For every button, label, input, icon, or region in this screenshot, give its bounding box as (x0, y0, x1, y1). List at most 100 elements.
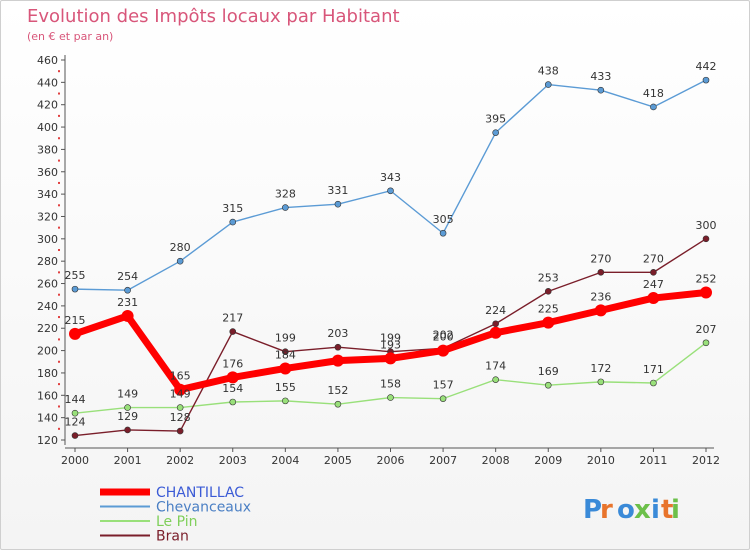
data-label: 174 (485, 360, 506, 373)
data-point (489, 326, 502, 339)
data-label: 154 (222, 382, 243, 395)
data-point (334, 343, 342, 351)
x-tick-label: 2010 (587, 454, 615, 467)
data-label: 152 (327, 384, 348, 397)
data-point (437, 344, 450, 357)
data-point (334, 400, 342, 408)
x-tick-label: 2007 (429, 454, 457, 467)
y-tick-label: 280 (37, 255, 58, 268)
y-tick-label: 380 (37, 143, 58, 156)
y-minor-tick (58, 181, 60, 184)
x-tick-label: 2008 (482, 454, 510, 467)
data-point (282, 397, 289, 405)
data-point (544, 288, 552, 295)
y-minor-tick (58, 383, 60, 386)
x-tick-label: 2012 (692, 454, 720, 467)
data-label: 158 (380, 378, 401, 391)
data-point (650, 103, 657, 111)
y-minor-tick (58, 137, 60, 140)
data-label: 395 (485, 113, 506, 126)
y-tick-label: 140 (37, 412, 58, 425)
legend-label: Chevanceaux (156, 500, 251, 516)
data-point (700, 286, 712, 299)
x-tick-label: 2002 (166, 454, 194, 467)
data-point (439, 395, 447, 402)
data-point (597, 269, 605, 276)
data-point (282, 348, 289, 356)
data-point (229, 218, 237, 226)
data-label: 165 (170, 370, 191, 383)
data-label: 254 (117, 270, 138, 283)
data-point (597, 86, 605, 94)
data-label: 144 (65, 393, 86, 406)
y-tick-label: 400 (37, 121, 58, 134)
data-label: 343 (380, 171, 401, 184)
data-label: 155 (275, 381, 296, 394)
data-point (647, 292, 660, 305)
y-minor-tick (58, 405, 60, 408)
data-label: 200 (433, 331, 454, 344)
data-label: 300 (696, 219, 717, 232)
logo-letter: x (634, 495, 651, 525)
data-label: 270 (590, 252, 611, 265)
logo-letter: o (617, 495, 635, 525)
logo-letter: i (671, 495, 680, 525)
data-point (492, 320, 499, 328)
data-label: 128 (170, 411, 191, 424)
y-tick-label: 460 (37, 54, 58, 67)
data-point (492, 376, 499, 383)
x-tick-label: 2003 (219, 454, 247, 467)
series-line-chevanceaux (74, 79, 707, 291)
data-point (702, 339, 710, 347)
logo-letter: P (583, 495, 602, 525)
data-label: 236 (590, 290, 611, 303)
data-label: 225 (538, 303, 559, 316)
data-label: 280 (170, 241, 191, 254)
y-minor-tick (58, 293, 60, 296)
data-point (229, 328, 237, 335)
data-label: 199 (275, 332, 296, 345)
proxiti-logo: Pr o x i ti (583, 495, 680, 525)
data-label: 203 (327, 327, 348, 340)
y-minor-tick (58, 249, 60, 251)
data-label: 433 (590, 70, 611, 83)
x-tick-label: 2004 (271, 454, 299, 467)
data-point (71, 432, 79, 439)
y-tick-label: 240 (37, 300, 58, 313)
axes: 120 140 160 180 200 220 240 260 280 300 320 340 360 3… (37, 54, 720, 467)
x-tick-label: 2005 (324, 454, 352, 467)
y-tick-label: 300 (37, 233, 58, 246)
x-tick-label: 2009 (534, 454, 562, 467)
y-tick-label: 180 (37, 367, 58, 380)
data-point (71, 285, 79, 293)
data-point (492, 129, 499, 136)
logo-letter: t (661, 495, 673, 525)
data-label: 328 (275, 188, 296, 201)
y-tick-label: 420 (37, 99, 58, 112)
data-label: 176 (222, 357, 243, 370)
data-point (650, 379, 657, 387)
data-point (176, 404, 184, 411)
data-label: 270 (643, 252, 664, 265)
data-labels: 215 231 165 176 184 193 200 225 236 247 252 255 254 2… (65, 60, 717, 428)
data-label: 305 (433, 213, 454, 226)
data-label: 418 (643, 87, 664, 100)
data-label: 231 (117, 296, 138, 309)
y-tick-label: 320 (37, 210, 58, 223)
data-point (279, 362, 292, 375)
y-minor-tick (58, 226, 60, 229)
data-label: 193 (380, 338, 401, 351)
y-minor-tick (58, 271, 60, 274)
data-point (702, 235, 710, 243)
data-label: 202 (433, 328, 454, 341)
data-point (174, 383, 187, 396)
x-tick-label: 2000 (61, 454, 89, 467)
data-label: 129 (117, 410, 138, 423)
y-minor-tick (58, 204, 60, 207)
x-tick-label: 2006 (377, 454, 405, 467)
data-label: 253 (538, 271, 559, 284)
logo-letter: r (600, 495, 613, 525)
